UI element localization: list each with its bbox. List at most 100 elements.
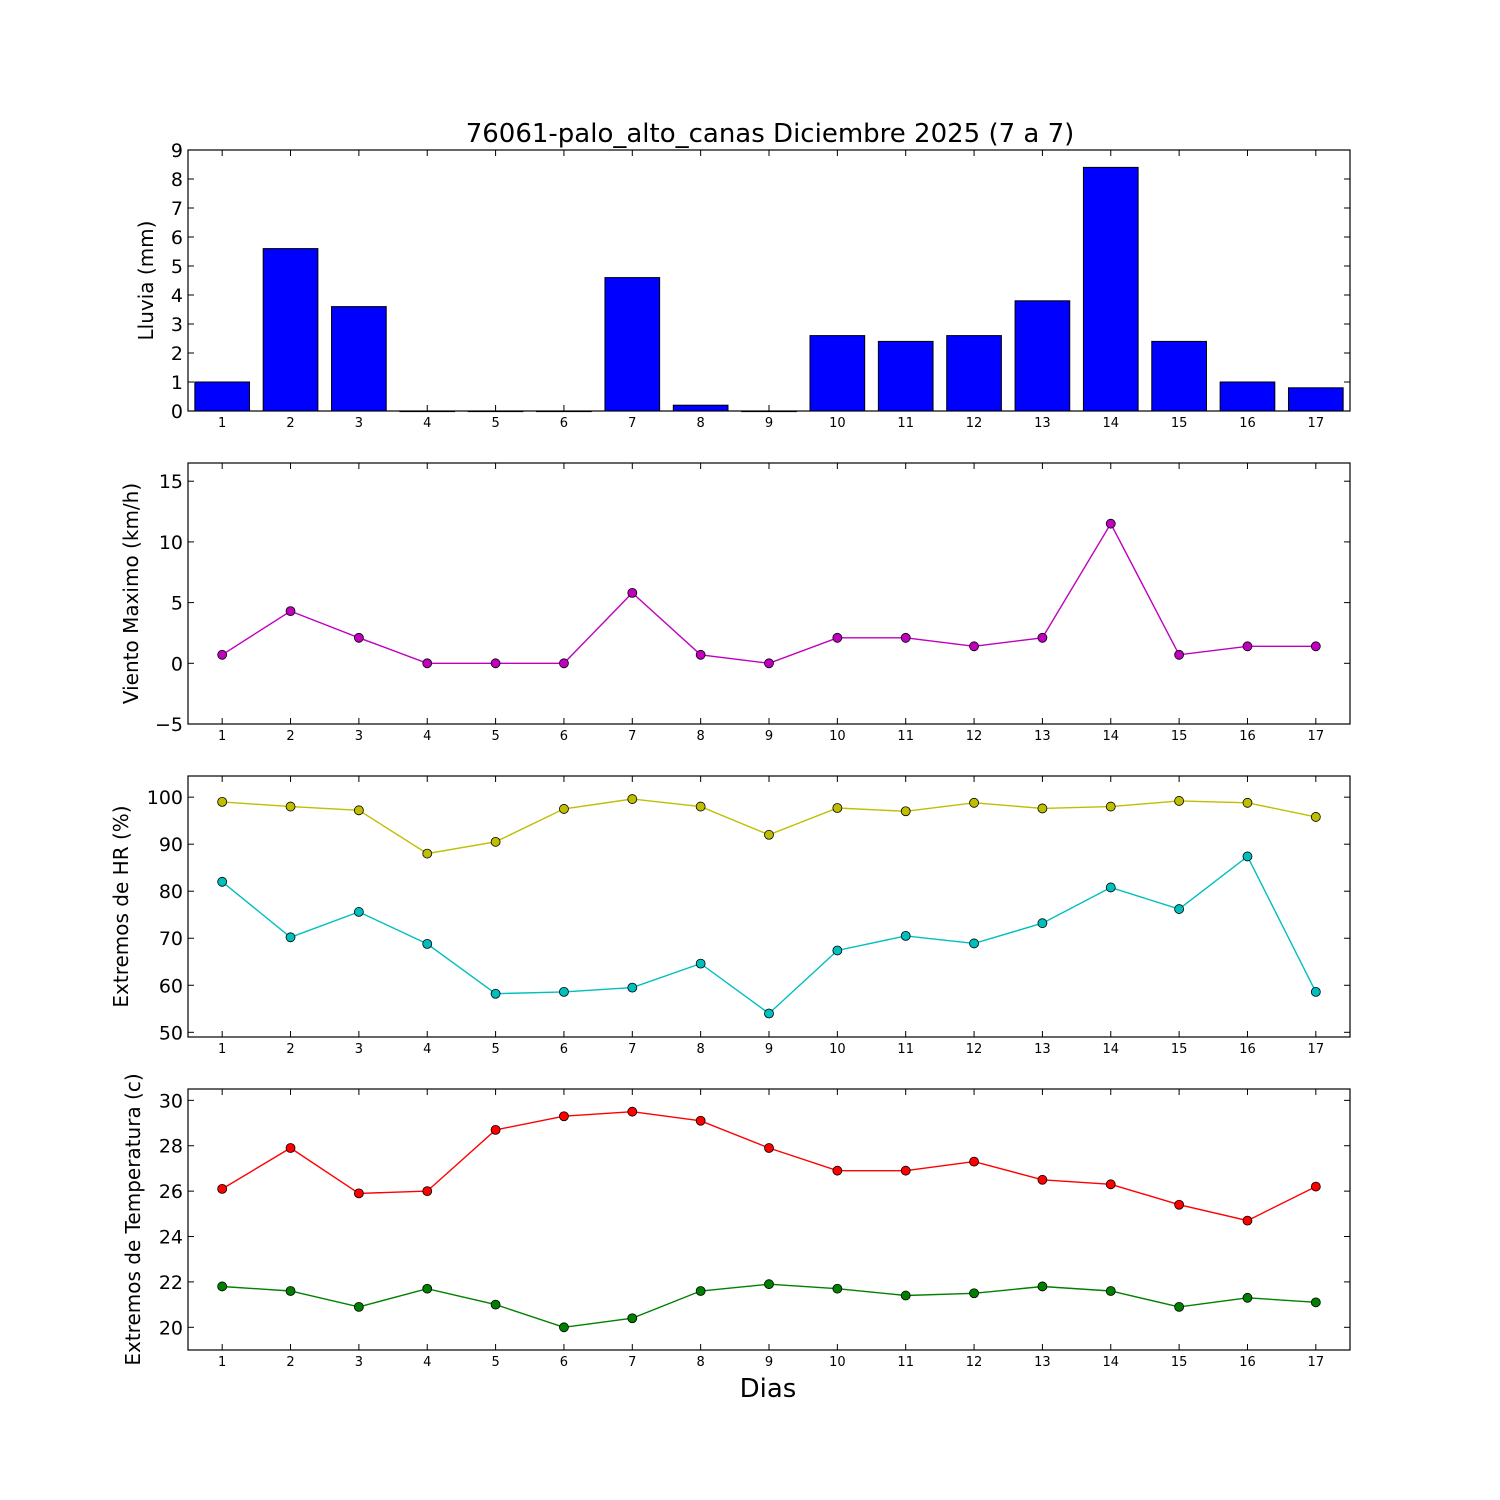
- temperature-series-1-point: [900, 1165, 911, 1176]
- wind-ytick-label: 10: [159, 532, 183, 554]
- temperature-series-1-point: [1037, 1174, 1048, 1185]
- temperature-series-2-point: [1105, 1286, 1116, 1296]
- temperature-xtick-label: 13: [1034, 1355, 1051, 1370]
- rain-xtick-label: 1: [218, 416, 226, 431]
- rain-xtick-label: 12: [966, 416, 983, 431]
- wind-series-1-point: [353, 632, 364, 643]
- temperature-series-1-point: [353, 1188, 364, 1199]
- humidity-xtick-label: 13: [1034, 1042, 1051, 1057]
- rain-xtick-label: 9: [765, 416, 773, 431]
- temperature-series-2-point: [900, 1290, 911, 1301]
- wind-series-1-point: [1105, 518, 1116, 529]
- temperature-xtick-label: 3: [355, 1355, 363, 1370]
- temperature-xtick-label: 14: [1102, 1355, 1119, 1370]
- temperature-series-2-point: [353, 1301, 364, 1312]
- rain-bar: [1219, 381, 1276, 412]
- wind-ytick-label: 0: [171, 653, 183, 675]
- rain-xtick-label: 11: [897, 416, 914, 431]
- temperature-xtick-label: 6: [560, 1355, 568, 1370]
- wind-series-1-point: [969, 641, 979, 652]
- humidity-series-2-point: [627, 982, 638, 993]
- temperature-series-1-line: [221, 1110, 1317, 1222]
- rain-bar: [946, 335, 1002, 412]
- humidity-ytick-label: 80: [159, 881, 183, 903]
- humidity-series-1-point: [832, 803, 843, 813]
- humidity-series-2-point: [1242, 851, 1253, 862]
- temperature-y-axis-label: Extremos de Temperatura (c): [121, 1073, 145, 1365]
- rain-bar: [809, 335, 866, 412]
- wind-series-1-point: [1037, 632, 1048, 643]
- rain-bar: [877, 340, 934, 412]
- temperature-ytick-label: 20: [159, 1317, 183, 1339]
- wind-xtick-label: 17: [1308, 729, 1325, 744]
- humidity-series-2-point: [695, 958, 706, 969]
- humidity-series-1-point: [1174, 796, 1185, 806]
- wind-xtick-label: 2: [286, 729, 294, 744]
- temperature-series-1-point: [1105, 1179, 1116, 1190]
- humidity-xtick-label: 3: [355, 1042, 363, 1057]
- wind-series-1-point: [832, 632, 843, 643]
- x-axis-label: Dias: [740, 1374, 797, 1404]
- wind-ytick-label: −5: [155, 714, 183, 736]
- wind-xtick-label: 4: [423, 729, 431, 744]
- temperature-series-2-point: [1037, 1281, 1048, 1292]
- rain-y-axis-label: Lluvia (mm): [134, 221, 158, 341]
- temperature-xtick-label: 5: [491, 1355, 499, 1370]
- rain-ytick-label: 0: [171, 401, 183, 423]
- rain-bar: [1287, 387, 1344, 412]
- temperature-series-2-point: [695, 1286, 706, 1296]
- wind-xtick-label: 9: [765, 729, 773, 744]
- humidity-series-2-point: [490, 988, 501, 999]
- humidity-xtick-label: 6: [560, 1042, 568, 1057]
- wind-series-1-point: [900, 632, 911, 643]
- humidity-xtick-label: 16: [1239, 1042, 1256, 1057]
- humidity-series-2-point: [1037, 918, 1048, 929]
- wind-series-1-point: [627, 587, 638, 598]
- wind-xtick-label: 8: [697, 729, 705, 744]
- wind-series-1-point: [285, 606, 296, 617]
- temperature-series-2-point: [559, 1322, 569, 1333]
- humidity-ytick-label: 70: [159, 928, 183, 950]
- wind-series-1-point: [1242, 641, 1253, 652]
- humidity-series-1-point: [1105, 801, 1116, 812]
- humidity-ytick-label: 50: [159, 1022, 183, 1044]
- wind-xtick-label: 6: [560, 729, 568, 744]
- temperature-series-2-point: [969, 1288, 979, 1299]
- wind-series-1-point: [764, 658, 774, 669]
- rain-xtick-label: 14: [1102, 416, 1119, 431]
- rain-bar: [741, 410, 797, 413]
- rain-ytick-label: 5: [171, 256, 183, 278]
- humidity-series-1-point: [695, 801, 706, 812]
- temperature-xtick-label: 12: [966, 1355, 983, 1370]
- humidity-ytick-label: 90: [159, 834, 183, 856]
- wind-axes-frame: [187, 462, 1351, 725]
- humidity-ytick-label: 100: [147, 787, 183, 809]
- humidity-series-2-point: [422, 938, 433, 949]
- temperature-series-1-point: [217, 1183, 228, 1194]
- humidity-xtick-label: 10: [829, 1042, 846, 1057]
- wind-series-1-point: [695, 649, 706, 660]
- humidity-xtick-label: 2: [286, 1042, 294, 1057]
- rain-bar: [1151, 340, 1207, 412]
- wind-xtick-label: 10: [829, 729, 846, 744]
- rain-bar: [672, 404, 729, 412]
- wind-series-1-point: [422, 658, 433, 669]
- humidity-xtick-label: 14: [1102, 1042, 1119, 1057]
- humidity-series-1-point: [490, 836, 501, 847]
- wind-series-1-point: [559, 658, 569, 669]
- humidity-series-2-line: [221, 855, 1317, 1015]
- rain-bar: [1014, 300, 1071, 412]
- temperature-series-2-point: [764, 1279, 774, 1290]
- temperature-series-2-point: [1310, 1297, 1321, 1308]
- temperature-xtick-label: 8: [697, 1355, 705, 1370]
- rain-ytick-label: 2: [171, 343, 183, 365]
- temperature-xtick-label: 7: [628, 1355, 636, 1370]
- chart-title: 76061-palo_alto_canas Diciembre 2025 (7 …: [466, 119, 1075, 149]
- humidity-series-2-point: [1310, 986, 1321, 997]
- wind-xtick-label: 12: [966, 729, 983, 744]
- humidity-xtick-label: 7: [628, 1042, 636, 1057]
- wind-ytick-label: 5: [171, 593, 183, 615]
- humidity-series-1-point: [422, 848, 433, 859]
